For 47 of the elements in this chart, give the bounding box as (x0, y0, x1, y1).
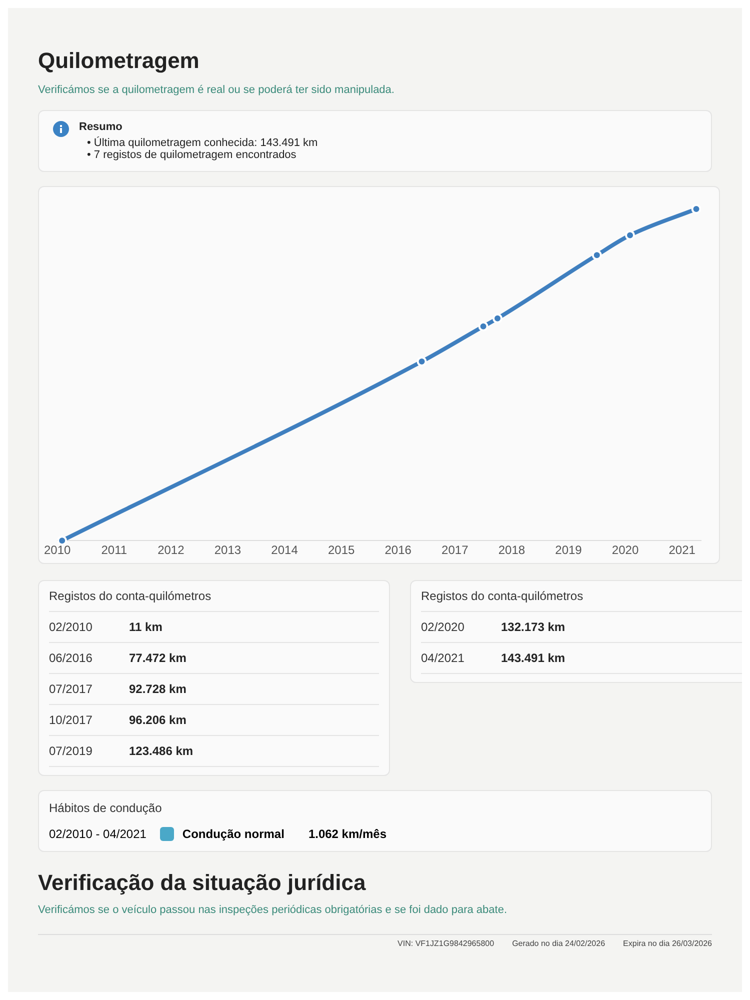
x-tick-label: 2014 (271, 543, 298, 558)
text: 143.491 km (501, 651, 566, 665)
text: 96.206 km (129, 713, 186, 727)
text: 77.472 km (129, 651, 186, 665)
x-tick-label: 2012 (158, 543, 185, 558)
text: 132.173 km (501, 620, 566, 634)
point (492, 313, 502, 324)
text: Resumo (79, 121, 124, 133)
text: Verificação da situação jurídica (38, 870, 367, 896)
text: • Última quilometragem conhecida: 143.491 km (86, 137, 318, 149)
text: • 7 registos de quilometragem encontrados (86, 149, 298, 161)
x-tick-label: 2013 (214, 543, 242, 558)
text: 10/2017 (49, 713, 94, 727)
point (416, 356, 427, 367)
text: Verificámos se o veículo passou nas inspeções periódicas obrigatórias e se foi dado para abate. (38, 904, 508, 916)
text: Condução normal (182, 827, 284, 841)
text: 07/2019 (49, 744, 94, 758)
point (592, 250, 602, 260)
text: 02/2020 (421, 620, 466, 634)
x-tick-label: 2020 (612, 543, 639, 558)
text: 11 km (129, 620, 162, 634)
x-tick-label: 2019 (555, 543, 582, 558)
text: VIN: VF1JZ1G9842965800 (398, 939, 494, 948)
point (625, 230, 636, 240)
x-tick-label: 2016 (384, 543, 412, 558)
text: 92.728 km (129, 682, 186, 696)
x-tick-label: 2021 (668, 543, 696, 558)
x-tick-label: 2017 (442, 543, 469, 558)
chart-subtitle: Verificámos se a quilometragem é real ou se poderá ter sido manipulada. (38, 84, 396, 96)
text: 06/2016 (49, 651, 94, 665)
text: 02/2010 (49, 620, 94, 634)
text: 02/2010 - 04/2021 (49, 827, 146, 841)
text: 07/2017 (49, 682, 94, 696)
text: Expira no dia 26/03/2026 (623, 939, 712, 948)
text: 04/2021 (421, 651, 466, 665)
x-tick-label: 2018 (498, 543, 526, 558)
text: Registos do conta-quilómetros (421, 589, 584, 605)
point (478, 321, 488, 332)
x-tick-label: 2015 (328, 543, 355, 558)
text: Registos do conta-quilómetros (49, 589, 379, 612)
text: Gerado no dia 24/02/2026 (512, 939, 606, 948)
text: 123.486 km (129, 744, 194, 758)
x-tick-label: 2011 (101, 543, 128, 558)
x-tick-label: 2010 (44, 543, 72, 558)
chart-title: Quilometragem (38, 48, 200, 74)
text: 1.062 km/mês (308, 827, 386, 841)
text: Hábitos de condução (49, 801, 163, 817)
